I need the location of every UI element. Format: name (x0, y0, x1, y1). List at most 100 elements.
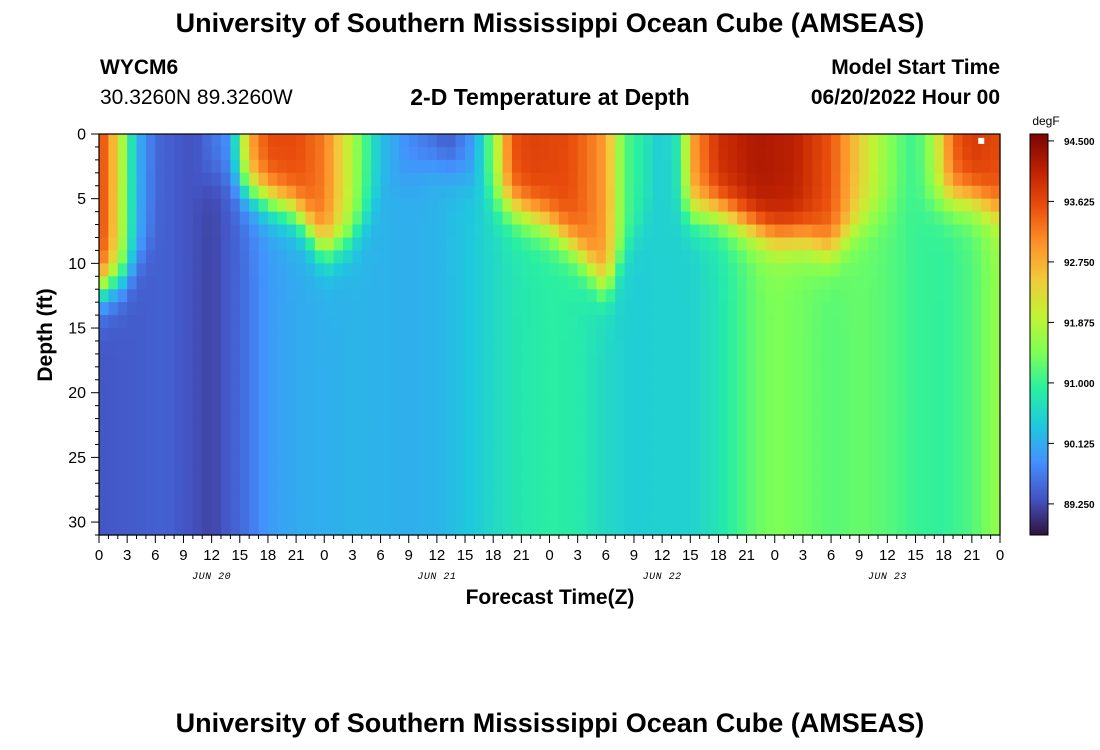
heatmap-cell (436, 146, 447, 161)
heatmap-cell (136, 198, 147, 213)
heatmap-cell (230, 509, 241, 523)
heatmap-cell (418, 522, 429, 536)
heatmap-cell (221, 379, 231, 394)
heatmap-cell (314, 496, 325, 510)
heatmap-cell (183, 302, 194, 316)
heatmap-cell (502, 379, 513, 394)
heatmap-cell (859, 431, 870, 446)
heatmap-cell (380, 237, 391, 252)
heatmap-cell (709, 379, 720, 394)
heatmap-cell (859, 522, 870, 536)
heatmap-cell (915, 392, 926, 407)
heatmap-cell (183, 405, 194, 420)
heatmap-cell (174, 134, 185, 148)
heatmap-cell (239, 289, 250, 303)
heatmap-cell (380, 250, 391, 264)
heatmap-cell (727, 405, 738, 420)
heatmap-cell (971, 185, 982, 200)
heatmap-cell (455, 353, 466, 368)
heatmap-cell (333, 366, 344, 381)
heatmap-cell (568, 172, 579, 187)
heatmap-cell (605, 353, 616, 368)
heatmap-cell (737, 237, 748, 252)
heatmap-cell (624, 522, 635, 536)
heatmap-cell (155, 224, 166, 239)
heatmap-cell (333, 250, 344, 264)
heatmap-cell (605, 418, 616, 433)
heatmap-cell (812, 224, 823, 239)
heatmap-cell (521, 457, 532, 471)
heatmap-cell (361, 134, 372, 148)
heatmap-cell (99, 302, 109, 316)
heatmap-cell (840, 483, 851, 497)
heatmap-cell (427, 302, 438, 316)
heatmap-cell (821, 444, 832, 458)
heatmap-cell (906, 315, 917, 329)
heatmap-cell (924, 134, 935, 148)
heatmap-cell (540, 496, 551, 510)
heatmap-cell (953, 522, 964, 536)
heatmap-cell (455, 224, 466, 239)
heatmap-cell (812, 198, 823, 213)
heatmap-cell (324, 146, 335, 161)
heatmap-cell (624, 379, 635, 394)
heatmap-cell (164, 237, 175, 252)
heatmap-cell (202, 418, 213, 433)
heatmap-cell (812, 379, 823, 394)
heatmap-cell (408, 315, 419, 329)
heatmap-cell (615, 134, 626, 148)
heatmap-cell (737, 250, 748, 264)
heatmap-cell (286, 496, 297, 510)
heatmap-cell (521, 134, 532, 148)
heatmap-cell (990, 315, 1001, 329)
heatmap-cell (727, 366, 738, 381)
heatmap-cell (624, 185, 635, 200)
heatmap-cell (990, 224, 1001, 239)
heatmap-cell (455, 366, 466, 381)
heatmap-cell (483, 263, 494, 277)
heatmap-cell (221, 198, 231, 213)
heatmap-cell (596, 159, 607, 174)
heatmap-cell (868, 340, 879, 355)
heatmap-cell (662, 146, 673, 161)
heatmap-cell (774, 276, 785, 290)
heatmap-cell (671, 172, 682, 187)
heatmap-cell (558, 444, 569, 458)
heatmap-cell (793, 146, 804, 161)
heatmap-cell (324, 509, 335, 523)
heatmap-cell (511, 522, 522, 536)
heatmap-cell (990, 431, 1001, 446)
heatmap-cell (192, 470, 203, 484)
heatmap-cell (474, 431, 485, 446)
heatmap-cell (239, 250, 250, 264)
heatmap-cell (127, 276, 138, 290)
heatmap-cell (202, 353, 213, 368)
heatmap-cell (943, 353, 954, 368)
heatmap-cell (502, 496, 513, 510)
heatmap-cell (117, 405, 128, 420)
x-tick-label: 12 (654, 547, 671, 564)
heatmap-cell (981, 457, 992, 471)
heatmap-cell (314, 159, 325, 174)
heatmap-cell (849, 379, 860, 394)
heatmap-cell (690, 392, 701, 407)
heatmap-cell (924, 237, 935, 252)
heatmap-cell (727, 509, 738, 523)
heatmap-cell (371, 353, 382, 368)
heatmap-cell (633, 224, 644, 239)
heatmap-cell (596, 250, 607, 264)
heatmap-cell (953, 172, 964, 187)
heatmap-cell (709, 496, 720, 510)
x-tick-label: 12 (429, 547, 446, 564)
heatmap-cell (887, 172, 898, 187)
heatmap-cell (662, 159, 673, 174)
heatmap-cell (530, 340, 541, 355)
heatmap-cell (859, 418, 870, 433)
heatmap-cell (221, 366, 231, 381)
heatmap-cell (596, 457, 607, 471)
heatmap-cell (258, 340, 269, 355)
heatmap-cell (633, 289, 644, 303)
heatmap-cell (145, 263, 156, 277)
heatmap-cell (605, 159, 616, 174)
heatmap-cell (587, 224, 598, 239)
